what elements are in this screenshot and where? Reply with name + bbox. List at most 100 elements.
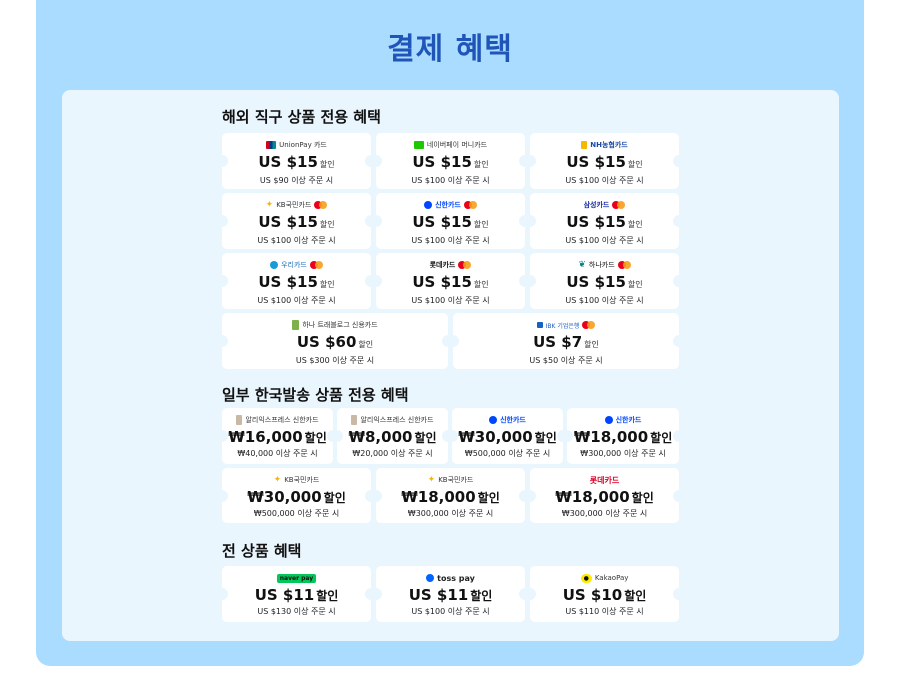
amount: US $10 <box>562 586 623 604</box>
condition: ₩500,000 이상 주문 시 <box>253 509 340 518</box>
amount: US $15 <box>412 213 472 231</box>
coupon-samsung[interactable]: 삼성카드 US $15 할인 US $100 이상 주문 시 <box>530 193 679 249</box>
brand-label: 신한카드 <box>435 201 461 209</box>
coupon-hana[interactable]: ❦ 하나카드 US $15 할인 US $100 이상 주문 시 <box>530 253 679 309</box>
condition: ₩300,000 이상 주문 시 <box>580 449 666 458</box>
coupon-naverpay[interactable]: naver pay US $11 할인 US $130 이상 주문 시 <box>222 566 371 622</box>
condition: US $100 이상 주문 시 <box>565 296 644 305</box>
condition: US $100 이상 주문 시 <box>565 176 644 185</box>
discount-label: 할인 <box>627 280 643 289</box>
condition: ₩300,000 이상 주문 시 <box>407 509 494 518</box>
condition: US $130 이상 주문 시 <box>257 607 336 616</box>
amount: US $15 <box>258 213 318 231</box>
amount: ₩18,000 <box>401 488 476 506</box>
discount-label: 할인 <box>650 431 673 445</box>
discount-label: 할인 <box>304 431 327 445</box>
discount-label: 할인 <box>473 160 489 169</box>
discount-label: 할인 <box>473 280 489 289</box>
amount: US $15 <box>412 273 472 291</box>
condition: US $300 이상 주문 시 <box>295 356 375 365</box>
discount-label: 할인 <box>470 589 493 603</box>
coupon-aliexpress-shinhan-16000[interactable]: 알리익스프레스 신한카드 ₩16,000 할인 ₩40,000 이상 주문 시 <box>222 408 333 464</box>
mastercard-icon <box>612 201 626 209</box>
brand-label: KB국민카드 <box>276 201 312 209</box>
hana-icon: ❦ <box>578 260 586 270</box>
amount: US $15 <box>566 273 626 291</box>
coupon-naverpay-money[interactable]: 네이버페이 머니카드 US $15 할인 US $100 이상 주문 시 <box>376 133 525 189</box>
amount: US $11 <box>408 586 469 604</box>
amount: US $15 <box>566 153 626 171</box>
coupon-lotte-18000[interactable]: 롯데카드 ₩18,000 할인 ₩300,000 이상 주문 시 <box>530 468 679 523</box>
brand-label: 우리카드 <box>281 261 307 269</box>
coupon-tosspay[interactable]: toss pay US $11 할인 US $100 이상 주문 시 <box>376 566 525 622</box>
brand-label: 알리익스프레스 신한카드 <box>360 416 434 424</box>
brand-label: 신한카드 <box>500 416 526 424</box>
brand-label: IBK 기업은행 <box>545 322 580 330</box>
coupon-ibk[interactable]: IBK 기업은행 US $7 할인 US $50 이상 주문 시 <box>453 313 679 369</box>
brand-label: KB국민카드 <box>438 476 474 484</box>
discount-label: 할인 <box>323 491 346 505</box>
condition: US $90 이상 주문 시 <box>259 176 334 185</box>
condition: US $50 이상 주문 시 <box>529 356 603 365</box>
coupon-shinhan[interactable]: 신한카드 US $15 할인 US $100 이상 주문 시 <box>376 193 525 249</box>
amount: ₩30,000 <box>458 428 533 446</box>
discount-label: 할인 <box>358 340 374 349</box>
discount-label: 할인 <box>316 589 339 603</box>
ibk-icon <box>536 322 543 328</box>
woori-icon <box>270 261 279 269</box>
section-title-korea-shipping: 일부 한국발송 상품 전용 혜택 <box>222 386 409 404</box>
payment-benefits-panel: 결제 혜택 해외 직구 상품 전용 혜택 UnionPay 카드 US $15 할… <box>36 0 864 666</box>
brand-label: 알리익스프레스 신한카드 <box>245 416 319 424</box>
coupon-lotte[interactable]: 롯데카드 US $15 할인 US $100 이상 주문 시 <box>376 253 525 309</box>
travlog-card-icon <box>292 320 300 330</box>
condition: ₩300,000 이상 주문 시 <box>561 509 648 518</box>
aliexpress-card-icon <box>351 415 358 425</box>
kb-icon: ✦ <box>427 475 436 485</box>
brand-label: 삼성카드 <box>583 201 610 209</box>
mastercard-icon <box>314 201 328 209</box>
coupon-woori[interactable]: 우리카드 US $15 할인 US $100 이상 주문 시 <box>222 253 371 309</box>
section-title-all-products: 전 상품 혜택 <box>222 542 302 560</box>
discount-label: 할인 <box>473 220 489 229</box>
kb-icon: ✦ <box>273 475 282 485</box>
mastercard-icon <box>458 261 472 269</box>
coupon-hana-travlog[interactable]: 하나 트래블로그 신용카드 US $60 할인 US $300 이상 주문 시 <box>222 313 448 369</box>
shinhan-icon <box>604 416 613 424</box>
coupon-shinhan-30000[interactable]: 신한카드 ₩30,000 할인 ₩500,000 이상 주문 시 <box>452 408 563 464</box>
discount-label: 할인 <box>319 220 335 229</box>
mastercard-icon <box>617 261 631 269</box>
brand-label: 롯데카드 <box>589 475 620 485</box>
mastercard-icon <box>309 261 323 269</box>
unionpay-icon <box>266 141 277 149</box>
shinhan-icon <box>489 416 498 424</box>
condition: ₩40,000 이상 주문 시 <box>237 449 318 458</box>
coupon-kb[interactable]: ✦ KB국민카드 US $15 할인 US $100 이상 주문 시 <box>222 193 371 249</box>
nh-icon <box>581 141 588 149</box>
coupon-nh[interactable]: NH농협카드 US $15 할인 US $100 이상 주문 시 <box>530 133 679 189</box>
condition: US $100 이상 주문 시 <box>411 176 490 185</box>
mastercard-icon <box>582 321 596 329</box>
coupon-shinhan-18000[interactable]: 신한카드 ₩18,000 할인 ₩300,000 이상 주문 시 <box>567 408 679 464</box>
condition: US $100 이상 주문 시 <box>411 236 490 245</box>
amount: ₩18,000 <box>573 428 649 446</box>
brand-label: 신한카드 <box>615 416 642 424</box>
page-title: 결제 혜택 <box>387 32 513 67</box>
condition: US $100 이상 주문 시 <box>565 236 644 245</box>
coupon-kakaopay[interactable]: ● KakaoPay US $10 할인 US $110 이상 주문 시 <box>530 566 679 622</box>
brand-label: 네이버페이 머니카드 <box>426 141 488 149</box>
discount-label: 할인 <box>631 491 654 505</box>
coupon-kb-30000[interactable]: ✦ KB국민카드 ₩30,000 할인 ₩500,000 이상 주문 시 <box>222 468 371 523</box>
coupon-kb-18000[interactable]: ✦ KB국민카드 ₩18,000 할인 ₩300,000 이상 주문 시 <box>376 468 525 523</box>
discount-label: 할인 <box>584 340 599 349</box>
brand-label: NH농협카드 <box>590 141 628 149</box>
condition: ₩500,000 이상 주문 시 <box>464 449 551 458</box>
tosspay-icon <box>426 574 435 582</box>
coupon-aliexpress-shinhan-8000[interactable]: 알리익스프레스 신한카드 ₩8,000 할인 ₩20,000 이상 주문 시 <box>337 408 448 464</box>
brand-label: KB국민카드 <box>284 476 320 484</box>
amount: US $15 <box>412 153 472 171</box>
amount: US $15 <box>566 213 626 231</box>
naverpay-icon <box>413 141 424 149</box>
coupon-unionpay[interactable]: UnionPay 카드 US $15 할인 US $90 이상 주문 시 <box>222 133 371 189</box>
benefits-container: 해외 직구 상품 전용 혜택 UnionPay 카드 US $15 할인 US $… <box>62 90 839 641</box>
brand-label: toss pay <box>437 573 475 583</box>
